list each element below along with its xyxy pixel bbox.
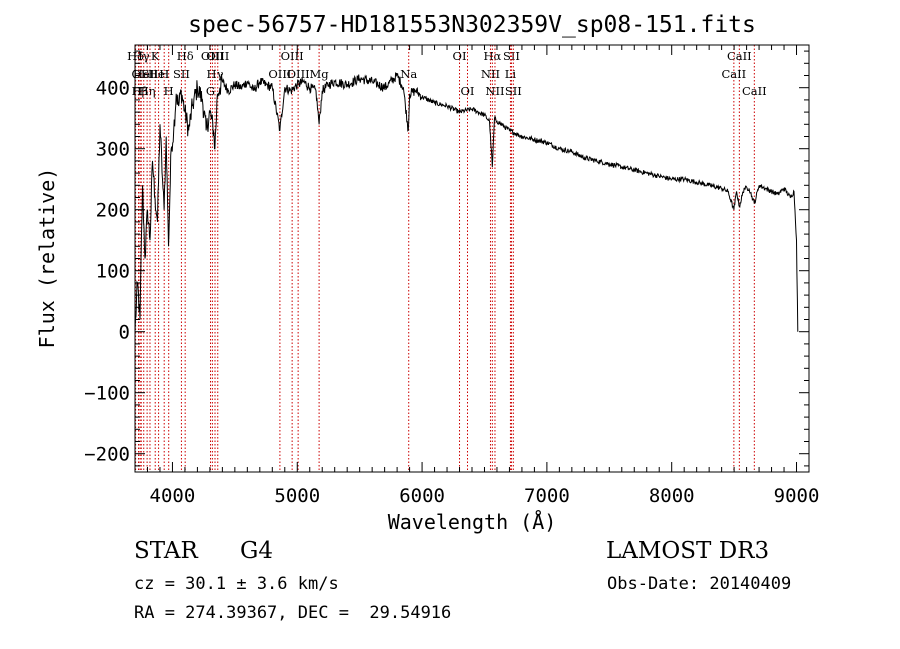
line-marker-label-12: SII — [173, 67, 190, 81]
line-marker-label-10: H — [164, 84, 174, 98]
x-tick-label-5: 9000 — [774, 485, 820, 507]
spectrum-line — [134, 72, 799, 332]
coordinates-text: RA = 274.39367, DEC = 29.54916 — [134, 603, 452, 623]
line-marker-label-9: H — [159, 67, 169, 81]
line-marker-label-30: CaII — [727, 49, 752, 63]
line-marker-label-27: SII — [503, 49, 520, 63]
line-marker-label-23: OI — [461, 84, 475, 98]
line-marker-label-32: CaII — [742, 84, 767, 98]
line-marker-label-28: Li — [505, 67, 517, 81]
y-tick-label-6: 400 — [96, 78, 130, 100]
y-tick-label-0: −200 — [84, 444, 130, 466]
line-marker-label-20: Mg — [310, 67, 330, 81]
line-marker-label-11: Hδ — [177, 49, 194, 63]
x-tick-label-2: 6000 — [399, 485, 445, 507]
line-marker-label-5: Hη — [139, 84, 156, 98]
axis-ticks: 4000 5000 6000 7000 8000 9000 −200 −100 0 100 200 3… — [84, 45, 819, 507]
obs-date-text: Obs-Date: 20140409 — [607, 574, 792, 594]
line-marker-label-29: SII — [505, 84, 522, 98]
line-marker-label-6: SII — [141, 67, 158, 81]
line-marker-label-21: Na — [400, 67, 417, 81]
line-marker-label-4: HeI — [133, 67, 154, 81]
x-tick-label-0: 4000 — [150, 485, 196, 507]
line-marker-label-25: NII — [481, 67, 500, 81]
line-marker-label-19: OIII — [287, 67, 310, 81]
series-group — [134, 72, 799, 332]
x-axis-label: Wavelength (Å) — [388, 510, 557, 534]
object-subclass: G4 — [240, 538, 274, 564]
chart-title: spec-56757-HD181553N302359V_sp08-151.fit… — [188, 12, 756, 38]
y-tick-label-5: 300 — [96, 139, 130, 161]
line-marker-label-31: CaII — [721, 67, 746, 81]
y-tick-label-1: −100 — [84, 383, 130, 405]
line-marker-label-16: OIII — [206, 49, 229, 63]
y-tick-label-3: 100 — [96, 261, 130, 283]
survey-name: LAMOST DR3 — [606, 538, 770, 564]
redshift-text: cz = 30.1 ± 3.6 km/s — [134, 574, 339, 594]
y-tick-label-4: 200 — [96, 200, 130, 222]
line-marker-label-3: Hγ — [133, 49, 150, 63]
line-marker-label-26: NII — [485, 84, 504, 98]
y-axis-label: Flux (relative) — [35, 168, 59, 349]
line-marker-label-24: Hα — [483, 49, 501, 63]
x-tick-label-4: 8000 — [649, 485, 695, 507]
line-marker-label-15: G — [206, 84, 215, 98]
line-marker-label-17: OIII — [281, 49, 304, 63]
y-tick-label-2: 0 — [119, 322, 130, 344]
line-marker-label-7: K — [151, 49, 160, 63]
x-tick-label-3: 7000 — [524, 485, 570, 507]
line-marker-label-22: OI — [453, 49, 467, 63]
line-marker-label-18: OIII — [268, 67, 291, 81]
object-class: STAR — [134, 538, 198, 564]
x-tick-label-1: 5000 — [274, 485, 320, 507]
